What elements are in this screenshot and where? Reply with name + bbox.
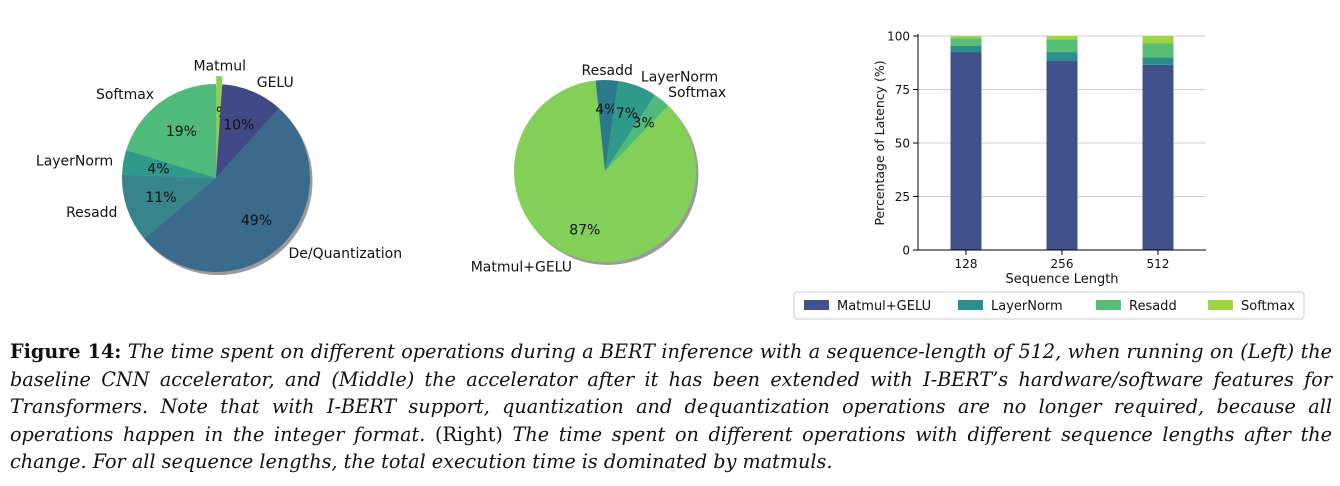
pie-category-label-matmul-gelu: Matmul+GELU (471, 259, 572, 275)
figure-panels: 1%Matmul10%GELU49%De/Quantization11%Resa… (36, 30, 1305, 320)
pie-slice-gelu (216, 84, 280, 178)
y-axis-label: Percentage of Latency (%) (872, 60, 887, 225)
x-tick-label-128: 128 (955, 257, 978, 271)
y-tick-label: 25 (895, 190, 910, 204)
y-tick-label: 50 (895, 137, 910, 151)
pie-pct-label-layernorm: 4% (147, 161, 169, 177)
bar-segment-layernorm-512 (1142, 57, 1174, 65)
caption-text-c: The time spent on different operations w… (10, 422, 1332, 474)
pie-slice-matmul (216, 76, 223, 171)
pie-chart-baseline: 1%Matmul10%GELU49%De/Quantization11%Resa… (36, 59, 402, 275)
pie-category-label-layernorm: LayerNorm (36, 154, 113, 170)
bar-segment-matmul-gelu-128 (950, 52, 982, 250)
bar-segment-layernorm-128 (950, 45, 982, 53)
pie-slice-de-quantization (144, 108, 311, 273)
pie-pct-label-gelu: 10% (223, 117, 254, 133)
x-tick-label-256: 256 (1051, 257, 1074, 271)
y-tick-label: 75 (895, 83, 910, 97)
pie-pct-label-matmul-gelu: 87% (569, 222, 600, 238)
caption-text-b: (Right) (434, 422, 503, 446)
caption-label: Figure 14: (10, 340, 122, 363)
pie-slice-layernorm (605, 80, 655, 171)
pie-category-label-gelu: GELU (257, 75, 294, 91)
pie-category-label-de-quantization: De/Quantization (289, 246, 403, 262)
pie-category-label-resadd: Resadd (66, 205, 117, 221)
bar-segment-resadd-256 (1046, 39, 1078, 53)
bar-segment-resadd-512 (1142, 43, 1174, 58)
legend-box (793, 291, 1305, 320)
pie-slice-resadd (122, 174, 216, 239)
pie-slice-resadd (595, 80, 619, 171)
bar-segment-layernorm-256 (1046, 52, 1078, 61)
x-tick-label-512: 512 (1147, 257, 1170, 271)
pie-slice-layernorm (122, 150, 216, 178)
legend-swatch-resadd (1096, 300, 1121, 310)
pie-slice-softmax (126, 84, 216, 178)
pie-pct-label-layernorm: 7% (616, 106, 638, 122)
pie-category-label-layernorm: LayerNorm (641, 70, 718, 86)
y-tick-label: 0 (902, 244, 910, 258)
bar-segment-resadd-128 (950, 38, 982, 46)
pie-category-label-softmax: Softmax (668, 85, 726, 101)
bar-segment-matmul-gelu-256 (1046, 60, 1078, 250)
bar-segment-matmul-gelu-512 (1142, 64, 1174, 250)
pie-pct-label-softmax: 3% (633, 116, 655, 132)
pie-pct-label-resadd: 11% (145, 190, 176, 206)
pie-chart-ibert: 87% Matmul+GELU 4% Resadd 7% LayerNorm 3% Softm… (471, 63, 727, 275)
legend-label-resadd: Resadd (1129, 299, 1177, 314)
legend-swatch-matmul-gelu (804, 300, 829, 310)
pie-pct-label-de-quantization: 49% (241, 213, 272, 229)
bar-segment-softmax-256 (1046, 36, 1078, 40)
bar-segment-softmax-128 (950, 36, 982, 39)
pie-category-label-softmax: Softmax (96, 87, 154, 103)
stacked-bar-chart-sequence-length: 0 25 50 75 100 128 256 512 Sequence Length Percen… (793, 30, 1305, 320)
pie-pct-label-resadd: 4% (595, 102, 617, 118)
figure-caption: Figure 14: The time spent on different o… (10, 338, 1332, 476)
pie-pct-label-softmax: 19% (166, 124, 197, 140)
pie-slice-softmax (605, 94, 669, 171)
pie-category-label-resadd: Resadd (581, 63, 632, 79)
legend-label-layernorm: LayerNorm (991, 299, 1063, 314)
y-tick-label: 100 (887, 30, 910, 44)
caption-text-a: The time spent on different operations d… (10, 340, 1332, 446)
legend: Matmul+GELU LayerNorm Resadd Softmax (793, 291, 1305, 320)
pie-category-label-matmul: Matmul (193, 59, 246, 75)
legend-swatch-softmax (1208, 300, 1233, 310)
legend-label-softmax: Softmax (1241, 299, 1295, 314)
x-axis-label: Sequence Length (1005, 272, 1118, 287)
legend-label-matmul-gelu: Matmul+GELU (837, 299, 931, 314)
pie-slice-matmul-gelu (514, 80, 696, 262)
bar-segment-softmax-512 (1142, 36, 1174, 44)
legend-swatch-layernorm (958, 300, 983, 310)
